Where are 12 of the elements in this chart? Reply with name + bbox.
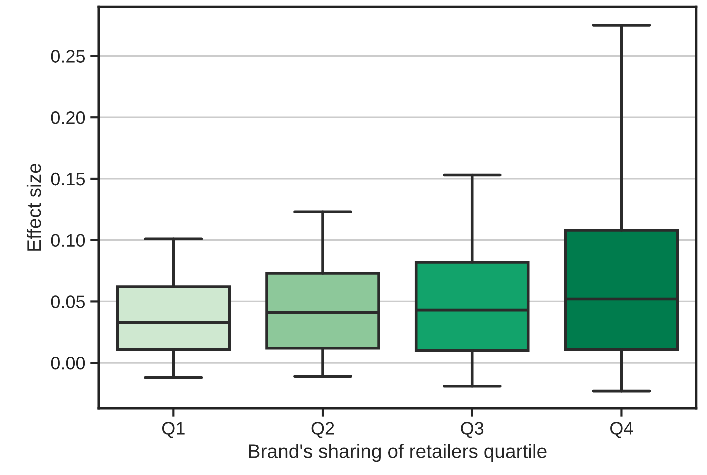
y-tick-label: 0.10 — [51, 234, 86, 248]
y-tick-label: 0.00 — [51, 357, 86, 370]
x-tick-label: Q2 — [312, 422, 334, 438]
x-axis-title: Brand's sharing of retailers quartile — [249, 444, 547, 462]
x-tick-label: Q4 — [610, 422, 634, 438]
y-tick-label: 0.20 — [51, 112, 86, 124]
x-tick-label: Q1 — [162, 422, 185, 438]
y-tick-label: 0.25 — [51, 50, 86, 63]
y-tick-label: 0.05 — [51, 296, 86, 308]
x-tick-label: Q3 — [461, 422, 484, 438]
y-axis-title: Effect size — [26, 164, 42, 251]
y-tick-label: 0.15 — [51, 172, 86, 186]
